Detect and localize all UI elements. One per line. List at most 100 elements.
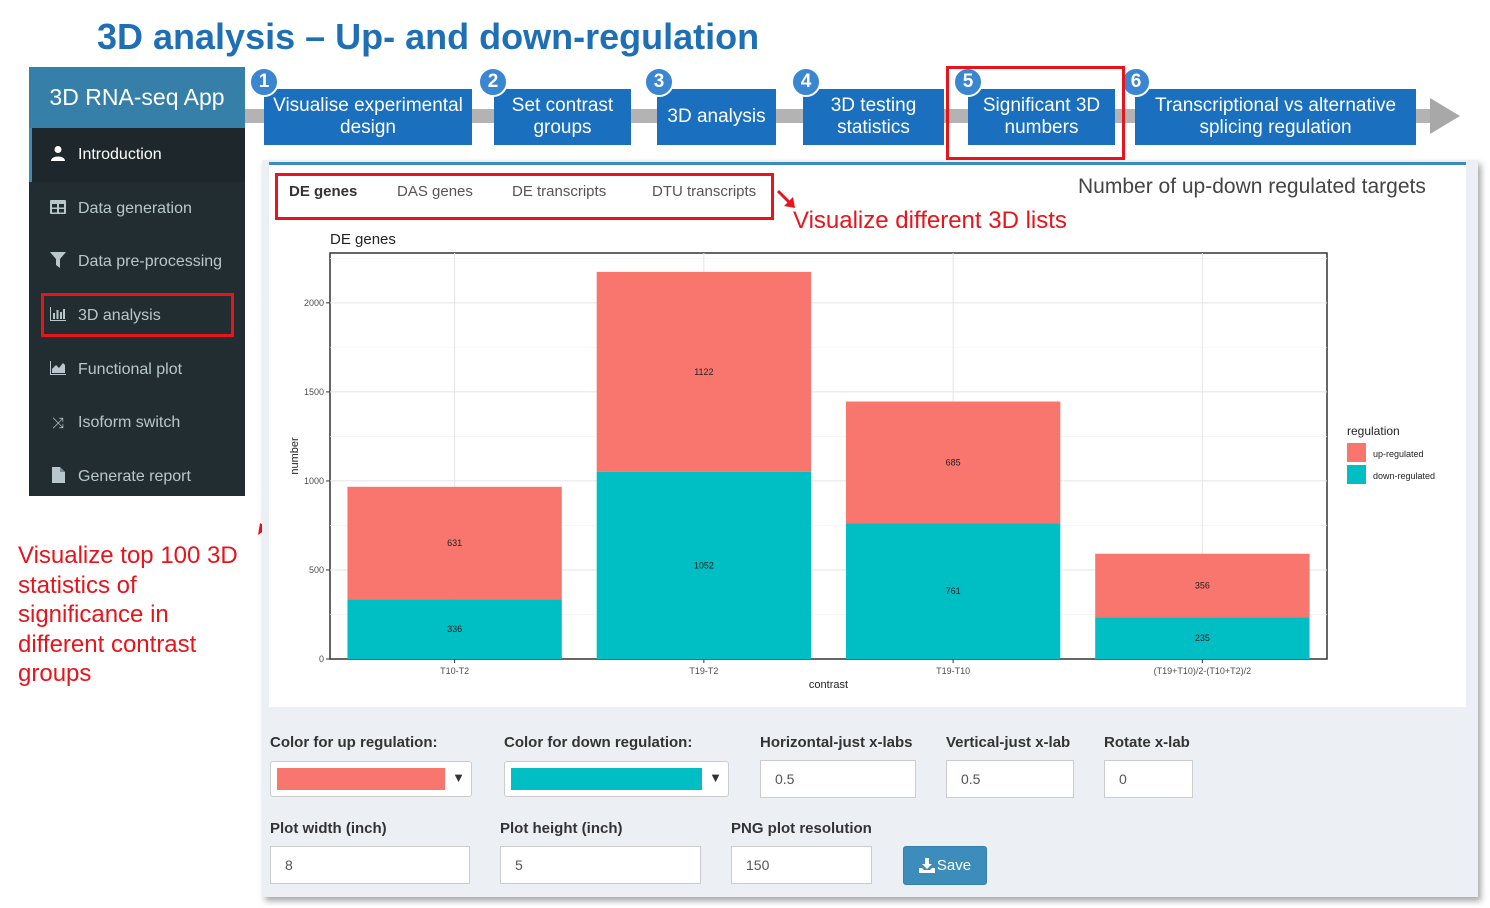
sidebar-item-data-pre-processing[interactable]: Data pre-processing bbox=[29, 235, 245, 289]
y-tick-label: 1000 bbox=[304, 476, 324, 486]
data-label: 1122 bbox=[694, 367, 713, 377]
plot-height-label: Plot height (inch) bbox=[500, 820, 623, 837]
highlight-box-tabs bbox=[275, 173, 774, 220]
annotation-top100: Visualize top 100 3D statistics of signi… bbox=[18, 541, 238, 689]
bar-up-regulated bbox=[347, 486, 562, 600]
sidebar-item-label: 3D analysis bbox=[78, 306, 161, 324]
user-icon bbox=[48, 145, 68, 165]
tab-de-genes[interactable]: DE genes bbox=[289, 183, 358, 200]
x-axis-title: contrast bbox=[809, 679, 848, 691]
legend-key bbox=[1347, 443, 1366, 462]
app-title[interactable]: 3D RNA-seq App bbox=[29, 67, 245, 128]
bar-up-regulated bbox=[596, 271, 812, 472]
sidebar-item-label: Data generation bbox=[78, 199, 192, 217]
workflow-step-label: 3D testing statistics bbox=[830, 95, 917, 138]
plot-width-input[interactable]: 8 bbox=[270, 846, 470, 884]
data-label: 761 bbox=[946, 586, 961, 596]
x-tick-label: T10-T2 bbox=[440, 666, 469, 676]
bar-down-regulated bbox=[1095, 617, 1310, 659]
sidebar-item-functional-plot[interactable]: Functional plot bbox=[29, 343, 245, 397]
down-color-picker[interactable]: ▼ bbox=[504, 761, 729, 797]
annotation-line: significance in bbox=[18, 601, 169, 628]
up-color-swatch bbox=[277, 768, 445, 790]
download-icon bbox=[918, 858, 935, 873]
data-label: 235 bbox=[1195, 633, 1210, 643]
page-title: 3D analysis – Up- and down-regulation bbox=[97, 16, 760, 57]
data-label: 631 bbox=[447, 538, 462, 548]
up-color-picker[interactable]: ▼ bbox=[270, 761, 472, 797]
sidebar-item-3d-analysis[interactable]: 3D analysis bbox=[29, 289, 245, 343]
png-resolution-input[interactable]: 150 bbox=[731, 846, 872, 884]
down-color-swatch bbox=[511, 768, 702, 790]
y-tick-label: 0 bbox=[319, 654, 324, 664]
data-label: 685 bbox=[946, 457, 961, 467]
down-color-label: Color for down regulation: bbox=[504, 734, 693, 751]
plot-height-input[interactable]: 5 bbox=[500, 846, 701, 884]
legend-key bbox=[1347, 465, 1366, 484]
hjust-label: Horizontal-just x-labs bbox=[760, 734, 913, 751]
y-tick-label: 1500 bbox=[304, 387, 324, 397]
workflow-step-5[interactable]: Significant 3D numbers bbox=[968, 89, 1115, 145]
bar-up-regulated bbox=[845, 401, 1061, 524]
sidebar-item-label: Generate report bbox=[78, 467, 191, 485]
workflow-step-2[interactable]: Set contrast groups bbox=[494, 89, 631, 145]
save-button-label: Save bbox=[936, 857, 972, 874]
chart-title: DE genes bbox=[330, 231, 396, 248]
legend-label: down-regulated bbox=[1373, 471, 1435, 481]
bar-down-regulated bbox=[845, 523, 1061, 659]
tab-de-transcripts[interactable]: DE transcripts bbox=[512, 183, 607, 200]
data-label: 356 bbox=[1195, 580, 1210, 590]
workflow-step-label: Set contrast groups bbox=[511, 95, 614, 138]
box-title: Number of up-down regulated targets bbox=[1078, 175, 1426, 198]
save-button[interactable]: Save bbox=[903, 846, 987, 885]
sidebar-item-generate-report[interactable]: Generate report bbox=[29, 450, 245, 504]
bar-down-regulated bbox=[596, 471, 812, 659]
y-tick-label: 2000 bbox=[304, 298, 324, 308]
filter-icon bbox=[48, 252, 68, 272]
legend-label: up-regulated bbox=[1373, 449, 1424, 459]
workflow-step-label: Significant 3D numbers bbox=[982, 95, 1101, 138]
step-number-badge: 2 bbox=[478, 67, 508, 97]
up-color-label: Color for up regulation: bbox=[270, 734, 438, 751]
workflow-step-3[interactable]: 3D analysis bbox=[657, 89, 776, 145]
plot-width-label: Plot width (inch) bbox=[270, 820, 387, 837]
x-tick-label: T19-T2 bbox=[689, 666, 718, 676]
y-tick-label: 500 bbox=[309, 565, 324, 575]
png-resolution-label: PNG plot resolution bbox=[731, 820, 872, 837]
x-tick-label: T19-T10 bbox=[936, 666, 970, 676]
tab-das-genes[interactable]: DAS genes bbox=[397, 183, 473, 200]
workflow-step-label: Transcriptional vs alternative splicing … bbox=[1154, 95, 1397, 138]
x-tick-label: (T19+T10)/2-(T10+T2)/2 bbox=[1154, 666, 1252, 676]
step-number-badge: 3 bbox=[644, 67, 674, 97]
workflow-arrowhead-icon bbox=[1430, 98, 1460, 134]
workflow-step-4[interactable]: 3D testing statistics bbox=[803, 89, 944, 145]
rotate-input[interactable]: 0 bbox=[1104, 760, 1193, 798]
table-icon bbox=[48, 199, 68, 218]
annotation-lists: Visualize different 3D lists bbox=[793, 207, 1067, 234]
sidebar-item-label: Data pre-processing bbox=[78, 253, 223, 271]
caret-down-icon: ▼ bbox=[709, 770, 722, 785]
annotation-line: different contrast bbox=[18, 630, 197, 658]
tab-dtu-transcripts[interactable]: DTU transcripts bbox=[652, 183, 757, 200]
stacked-bar-chart: 336 631 T10-T2 1052 1122 T19-T2 761 685 T19-T10 2… bbox=[289, 231, 1435, 691]
vjust-input[interactable]: 0.5 bbox=[946, 760, 1074, 798]
annotation-line: statistics of bbox=[18, 571, 137, 599]
sidebar-item-isoform-switch[interactable]: ⤨ Isoform switch bbox=[29, 396, 245, 450]
workflow-step-1[interactable]: Visualise experimental design bbox=[264, 89, 472, 145]
bar-up-regulated bbox=[1095, 553, 1310, 618]
hjust-input[interactable]: 0.5 bbox=[760, 760, 916, 798]
data-label: 336 bbox=[447, 624, 462, 634]
vjust-label: Vertical-just x-lab bbox=[946, 734, 1071, 751]
sidebar-item-introduction[interactable]: Introduction bbox=[29, 128, 245, 182]
highlight-box-step-5 bbox=[946, 66, 1125, 160]
sidebar: 3D RNA-seq App Introduction Data generat… bbox=[29, 67, 245, 496]
annotation-line: Visualize top 100 3D bbox=[18, 542, 238, 569]
sidebar-item-data-generation[interactable]: Data generation bbox=[29, 182, 245, 236]
caret-down-icon: ▼ bbox=[452, 770, 465, 785]
workflow-step-6[interactable]: Transcriptional vs alternative splicing … bbox=[1135, 89, 1416, 145]
workflow-step-label: Visualise experimental design bbox=[273, 95, 463, 138]
legend-title: regulation bbox=[1347, 424, 1400, 438]
step-number-badge: 4 bbox=[791, 67, 821, 97]
bar-chart-icon bbox=[48, 306, 68, 325]
step-number-badge: 1 bbox=[249, 67, 279, 97]
